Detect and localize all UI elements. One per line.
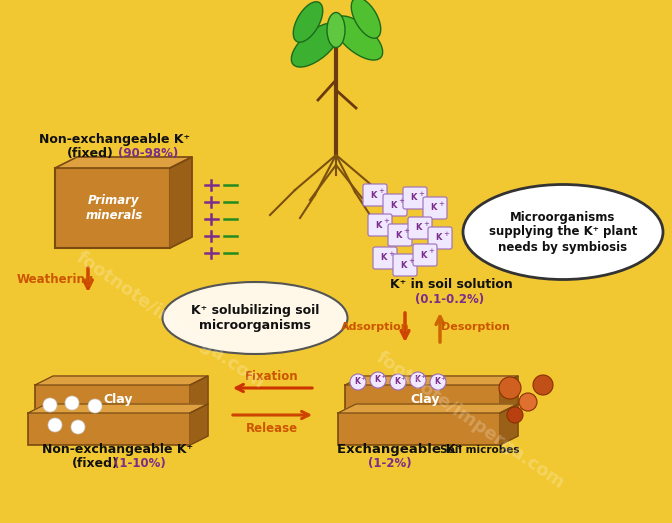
Text: Non-exchangeable K⁺: Non-exchangeable K⁺	[42, 444, 194, 457]
Circle shape	[533, 375, 553, 395]
Polygon shape	[338, 404, 518, 413]
Text: Non-exchangeable K⁺: Non-exchangeable K⁺	[40, 133, 191, 146]
Polygon shape	[190, 376, 208, 413]
Text: K: K	[370, 190, 376, 199]
Text: Release: Release	[246, 422, 298, 435]
Polygon shape	[345, 376, 518, 385]
FancyBboxPatch shape	[55, 168, 170, 248]
Text: K: K	[390, 200, 396, 210]
Text: (1-2%): (1-2%)	[368, 457, 412, 470]
Text: +: +	[428, 248, 434, 254]
Text: K: K	[394, 378, 400, 386]
Text: K: K	[434, 378, 440, 386]
Text: +: +	[423, 221, 429, 227]
Text: K⁺ solubilizing soil
microorganisms: K⁺ solubilizing soil microorganisms	[191, 304, 319, 332]
Ellipse shape	[292, 23, 341, 67]
FancyBboxPatch shape	[403, 187, 427, 209]
Ellipse shape	[163, 282, 347, 354]
Text: footnote/imperga.com: footnote/imperga.com	[372, 348, 568, 492]
Text: +: +	[383, 218, 389, 224]
Text: +: +	[398, 198, 404, 204]
Text: Exchangeable K⁺: Exchangeable K⁺	[337, 444, 463, 457]
FancyBboxPatch shape	[383, 194, 407, 216]
Text: +: +	[388, 251, 394, 257]
Text: Soil microbes: Soil microbes	[440, 445, 519, 455]
Circle shape	[88, 399, 102, 413]
Text: Clay: Clay	[410, 393, 439, 406]
FancyBboxPatch shape	[35, 385, 190, 413]
Text: Microorganisms
supplying the K⁺ plant
needs by symbiosis: Microorganisms supplying the K⁺ plant ne…	[489, 210, 637, 254]
Ellipse shape	[293, 2, 323, 42]
FancyBboxPatch shape	[338, 413, 500, 445]
Text: K: K	[435, 233, 442, 243]
Circle shape	[519, 393, 537, 411]
Text: +: +	[401, 376, 406, 381]
Text: K: K	[430, 203, 436, 212]
Text: Desorption: Desorption	[441, 322, 509, 332]
Text: (0.1-0.2%): (0.1-0.2%)	[415, 292, 485, 305]
FancyBboxPatch shape	[373, 247, 397, 269]
FancyBboxPatch shape	[28, 413, 190, 445]
Circle shape	[65, 396, 79, 410]
Text: footnote/imperga.com: footnote/imperga.com	[73, 248, 267, 392]
Text: K: K	[415, 223, 421, 233]
Text: K⁺ in soil solution: K⁺ in soil solution	[390, 279, 513, 291]
Circle shape	[507, 407, 523, 423]
FancyBboxPatch shape	[388, 224, 412, 246]
Text: K: K	[374, 376, 380, 384]
FancyBboxPatch shape	[423, 197, 447, 219]
Text: K: K	[410, 194, 416, 202]
Text: K: K	[420, 251, 426, 259]
FancyBboxPatch shape	[393, 254, 417, 276]
Text: +: +	[408, 258, 414, 264]
Ellipse shape	[463, 185, 663, 279]
Text: Fixation: Fixation	[245, 370, 299, 383]
Text: (fixed): (fixed)	[71, 457, 118, 470]
FancyBboxPatch shape	[368, 214, 392, 236]
Ellipse shape	[351, 0, 381, 38]
Text: Adsorption: Adsorption	[341, 322, 409, 332]
Text: K: K	[414, 376, 420, 384]
Polygon shape	[55, 157, 192, 168]
Circle shape	[430, 374, 446, 390]
Text: (90-98%): (90-98%)	[118, 147, 178, 161]
Circle shape	[410, 372, 426, 388]
Text: K: K	[375, 221, 381, 230]
Text: +: +	[440, 376, 446, 381]
Text: +: +	[421, 373, 425, 379]
Polygon shape	[500, 404, 518, 445]
Text: K: K	[395, 231, 401, 240]
Text: Primary
minerals: Primary minerals	[85, 194, 142, 222]
Polygon shape	[500, 376, 518, 413]
Polygon shape	[35, 376, 208, 385]
Text: +: +	[438, 201, 444, 207]
FancyBboxPatch shape	[408, 217, 432, 239]
FancyBboxPatch shape	[428, 227, 452, 249]
Circle shape	[499, 377, 521, 399]
Circle shape	[48, 418, 62, 432]
FancyBboxPatch shape	[345, 385, 500, 413]
Circle shape	[390, 374, 406, 390]
Circle shape	[43, 398, 57, 412]
Circle shape	[370, 372, 386, 388]
Polygon shape	[190, 404, 208, 445]
Text: (fixed): (fixed)	[67, 147, 114, 161]
FancyBboxPatch shape	[413, 244, 437, 266]
Text: +: +	[403, 228, 409, 234]
Ellipse shape	[327, 13, 345, 48]
Text: K: K	[380, 254, 386, 263]
Text: K: K	[354, 378, 360, 386]
Circle shape	[350, 374, 366, 390]
Text: +: +	[380, 373, 386, 379]
Ellipse shape	[333, 16, 382, 60]
Text: (1-10%): (1-10%)	[114, 457, 166, 470]
Text: +: +	[378, 188, 384, 194]
Text: K: K	[400, 260, 406, 269]
FancyBboxPatch shape	[363, 184, 387, 206]
Text: Weathering: Weathering	[16, 274, 93, 287]
Text: +: +	[443, 231, 449, 237]
Text: +: +	[360, 376, 366, 381]
Polygon shape	[170, 157, 192, 248]
Polygon shape	[28, 404, 208, 413]
